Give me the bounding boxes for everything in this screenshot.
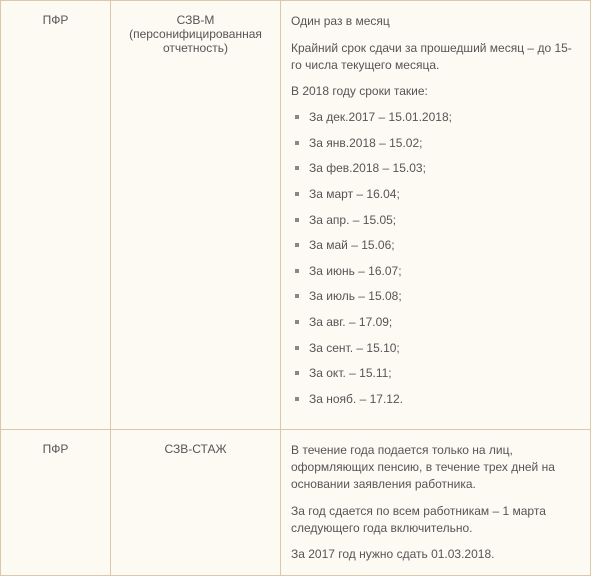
- intro-paragraph: Крайний срок сдачи за прошедший месяц – …: [291, 40, 580, 74]
- cell-agency: ПФР: [1, 1, 111, 430]
- deadline-item: За авг. – 17.09;: [295, 315, 580, 331]
- description-paragraph: В течение года подается только на лиц, о…: [291, 442, 580, 492]
- cell-agency: ПФР: [1, 430, 111, 576]
- deadline-item: За июль – 15.08;: [295, 289, 580, 305]
- intro-paragraph: В 2018 году сроки такие:: [291, 83, 580, 100]
- deadline-item: За дек.2017 – 15.01.2018;: [295, 110, 580, 126]
- cell-description: В течение года подается только на лиц, о…: [281, 430, 591, 576]
- deadline-item: За фев.2018 – 15.03;: [295, 161, 580, 177]
- deadline-item: За янв.2018 – 15.02;: [295, 136, 580, 152]
- report-type-text: СЗВ-М (персонифицированная отчетность): [129, 13, 262, 55]
- cell-report-type: СЗВ-М (персонифицированная отчетность): [111, 1, 281, 430]
- deadline-item: За май – 15.06;: [295, 238, 580, 254]
- deadline-item: За апр. – 15.05;: [295, 213, 580, 229]
- intro-paragraph: Один раз в месяц: [291, 13, 580, 30]
- report-table: ПФР СЗВ-М (персонифицированная отчетност…: [0, 0, 591, 576]
- description-paragraph: За 2017 год нужно сдать 01.03.2018.: [291, 546, 580, 563]
- report-type-text: СЗВ-СТАЖ: [164, 442, 226, 456]
- deadline-item: За июнь – 16.07;: [295, 264, 580, 280]
- cell-report-type: СЗВ-СТАЖ: [111, 430, 281, 576]
- cell-description: Один раз в месяц Крайний срок сдачи за п…: [281, 1, 591, 430]
- deadline-item: За март – 16.04;: [295, 187, 580, 203]
- deadline-item: За нояб. – 17.12.: [295, 392, 580, 408]
- deadlines-list: За дек.2017 – 15.01.2018; За янв.2018 – …: [295, 110, 580, 407]
- agency-text: ПФР: [43, 442, 69, 456]
- description-paragraph: За год сдается по всем работникам – 1 ма…: [291, 503, 580, 537]
- deadline-item: За сент. – 15.10;: [295, 341, 580, 357]
- table-row: ПФР СЗВ-М (персонифицированная отчетност…: [1, 1, 591, 430]
- deadline-item: За окт. – 15.11;: [295, 366, 580, 382]
- agency-text: ПФР: [43, 13, 69, 27]
- table-row: ПФР СЗВ-СТАЖ В течение года подается тол…: [1, 430, 591, 576]
